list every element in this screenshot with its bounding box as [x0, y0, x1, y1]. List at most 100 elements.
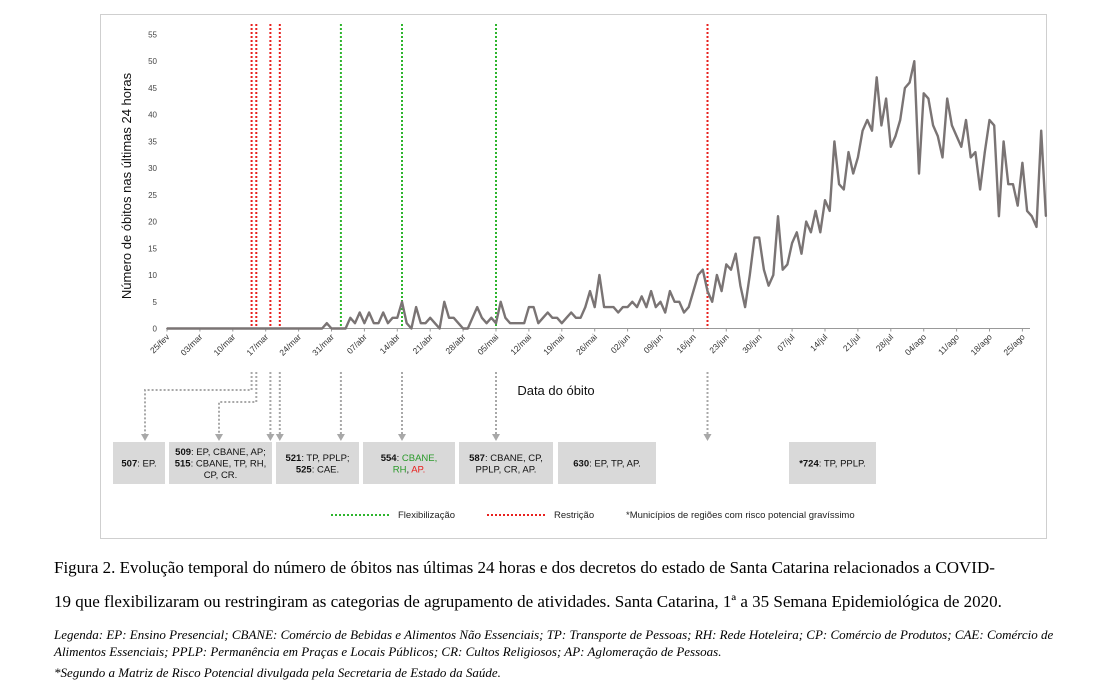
decree-text-run: 507 — [121, 459, 137, 470]
data-point — [222, 327, 225, 330]
x-tick-label: 28/jul — [874, 332, 896, 354]
y-tick-label: 40 — [148, 111, 157, 120]
decree-text-run: *724 — [799, 459, 819, 470]
data-point — [936, 135, 939, 137]
data-point — [377, 322, 380, 325]
data-point — [847, 151, 850, 154]
data-point — [518, 322, 521, 325]
data-point — [988, 119, 991, 121]
data-point — [922, 92, 925, 95]
data-point — [203, 327, 206, 330]
data-point — [368, 311, 370, 314]
data-point — [302, 327, 305, 330]
data-point — [720, 290, 723, 292]
data-point — [969, 156, 972, 159]
data-point — [405, 322, 408, 325]
data-point — [227, 327, 230, 330]
x-tick-label: 30/jun — [740, 332, 764, 356]
decree-text-run: : CBANE, TP, RH, — [191, 459, 267, 470]
data-point — [476, 306, 479, 309]
data-point — [194, 327, 197, 330]
decree-text-run: : EP. — [137, 459, 156, 470]
x-tick-label: 07/jul — [775, 332, 797, 354]
data-point — [434, 322, 436, 325]
data-point — [763, 268, 765, 271]
data-point — [1007, 183, 1010, 186]
data-point — [589, 290, 591, 292]
data-point — [706, 290, 709, 292]
data-point — [828, 210, 831, 212]
data-point — [603, 306, 605, 309]
data-point — [391, 316, 394, 319]
x-tick-label: 04/ago — [903, 332, 929, 358]
data-point — [584, 306, 587, 309]
data-point — [640, 295, 643, 298]
data-point — [664, 311, 667, 314]
data-point — [951, 124, 953, 127]
data-point — [363, 322, 366, 325]
data-point — [166, 327, 168, 330]
data-point — [965, 119, 967, 121]
decree-text-run: 587 — [469, 453, 485, 464]
data-point — [805, 220, 808, 223]
data-point — [513, 322, 516, 325]
data-point — [885, 97, 887, 100]
data-point — [532, 306, 535, 309]
data-point — [716, 274, 718, 276]
legend-restr-label: Restrição — [554, 510, 594, 521]
decree-text-run: : EP, CBANE, AP; — [191, 447, 266, 458]
data-point — [842, 188, 845, 191]
data-point — [626, 306, 629, 309]
decree-text-run: 515 — [175, 459, 192, 470]
decree-box-text: *724: TP, PPLP. — [799, 459, 866, 470]
data-point — [998, 215, 1000, 218]
data-point — [387, 322, 389, 325]
data-point — [217, 327, 220, 330]
data-point — [250, 327, 253, 330]
data-point — [457, 322, 460, 325]
data-point — [852, 172, 855, 175]
figure-caption-line-2: 19 que flexibilizaram ou restringiram as… — [54, 592, 1002, 611]
legend-flex-label: Flexibilização — [398, 510, 455, 521]
decree-text-run: 521 — [285, 453, 302, 464]
data-point — [466, 327, 469, 330]
data-point — [1021, 161, 1024, 164]
x-tick-label: 10/mar — [211, 332, 237, 358]
data-point — [340, 327, 342, 330]
data-point — [781, 268, 784, 271]
data-point — [979, 188, 981, 191]
data-point — [546, 311, 549, 314]
x-axis-label: Data do óbito — [517, 383, 594, 398]
data-point — [481, 316, 483, 319]
data-point — [213, 327, 215, 330]
data-point — [701, 268, 704, 271]
data-point — [579, 316, 582, 319]
data-point — [208, 327, 211, 330]
decree-509-connector — [218, 372, 258, 436]
data-point — [908, 81, 911, 84]
chart: 0 5 10 15 20 25 30 35 40 45 50 55 Número de óbitos n… — [113, 24, 1048, 521]
decree-text-run: CBANE, — [402, 453, 437, 464]
y-tick-label: 0 — [153, 325, 158, 334]
data-point — [241, 327, 244, 330]
data-point — [993, 124, 996, 127]
arrow-head — [703, 434, 712, 441]
x-tick-label: 21/abr — [410, 332, 434, 356]
decree-text-run: 554 — [381, 453, 398, 464]
data-point — [415, 306, 417, 309]
data-point — [274, 327, 276, 330]
data-point — [175, 327, 178, 330]
data-point — [800, 252, 803, 255]
data-point — [927, 97, 930, 100]
data-point — [311, 327, 314, 330]
x-tick-label: 31/mar — [310, 332, 336, 358]
data-point — [932, 124, 934, 127]
y-axis-label: Número de óbitos nas últimas 24 horas — [119, 72, 134, 299]
y-tick-label: 55 — [148, 31, 157, 40]
decree-507-connector — [144, 372, 253, 436]
data-point — [692, 290, 695, 292]
data-point — [170, 327, 173, 330]
data-point — [438, 327, 441, 330]
x-tick-label: 25/fev — [148, 331, 172, 355]
x-tick-label: 07/abr — [345, 332, 369, 356]
